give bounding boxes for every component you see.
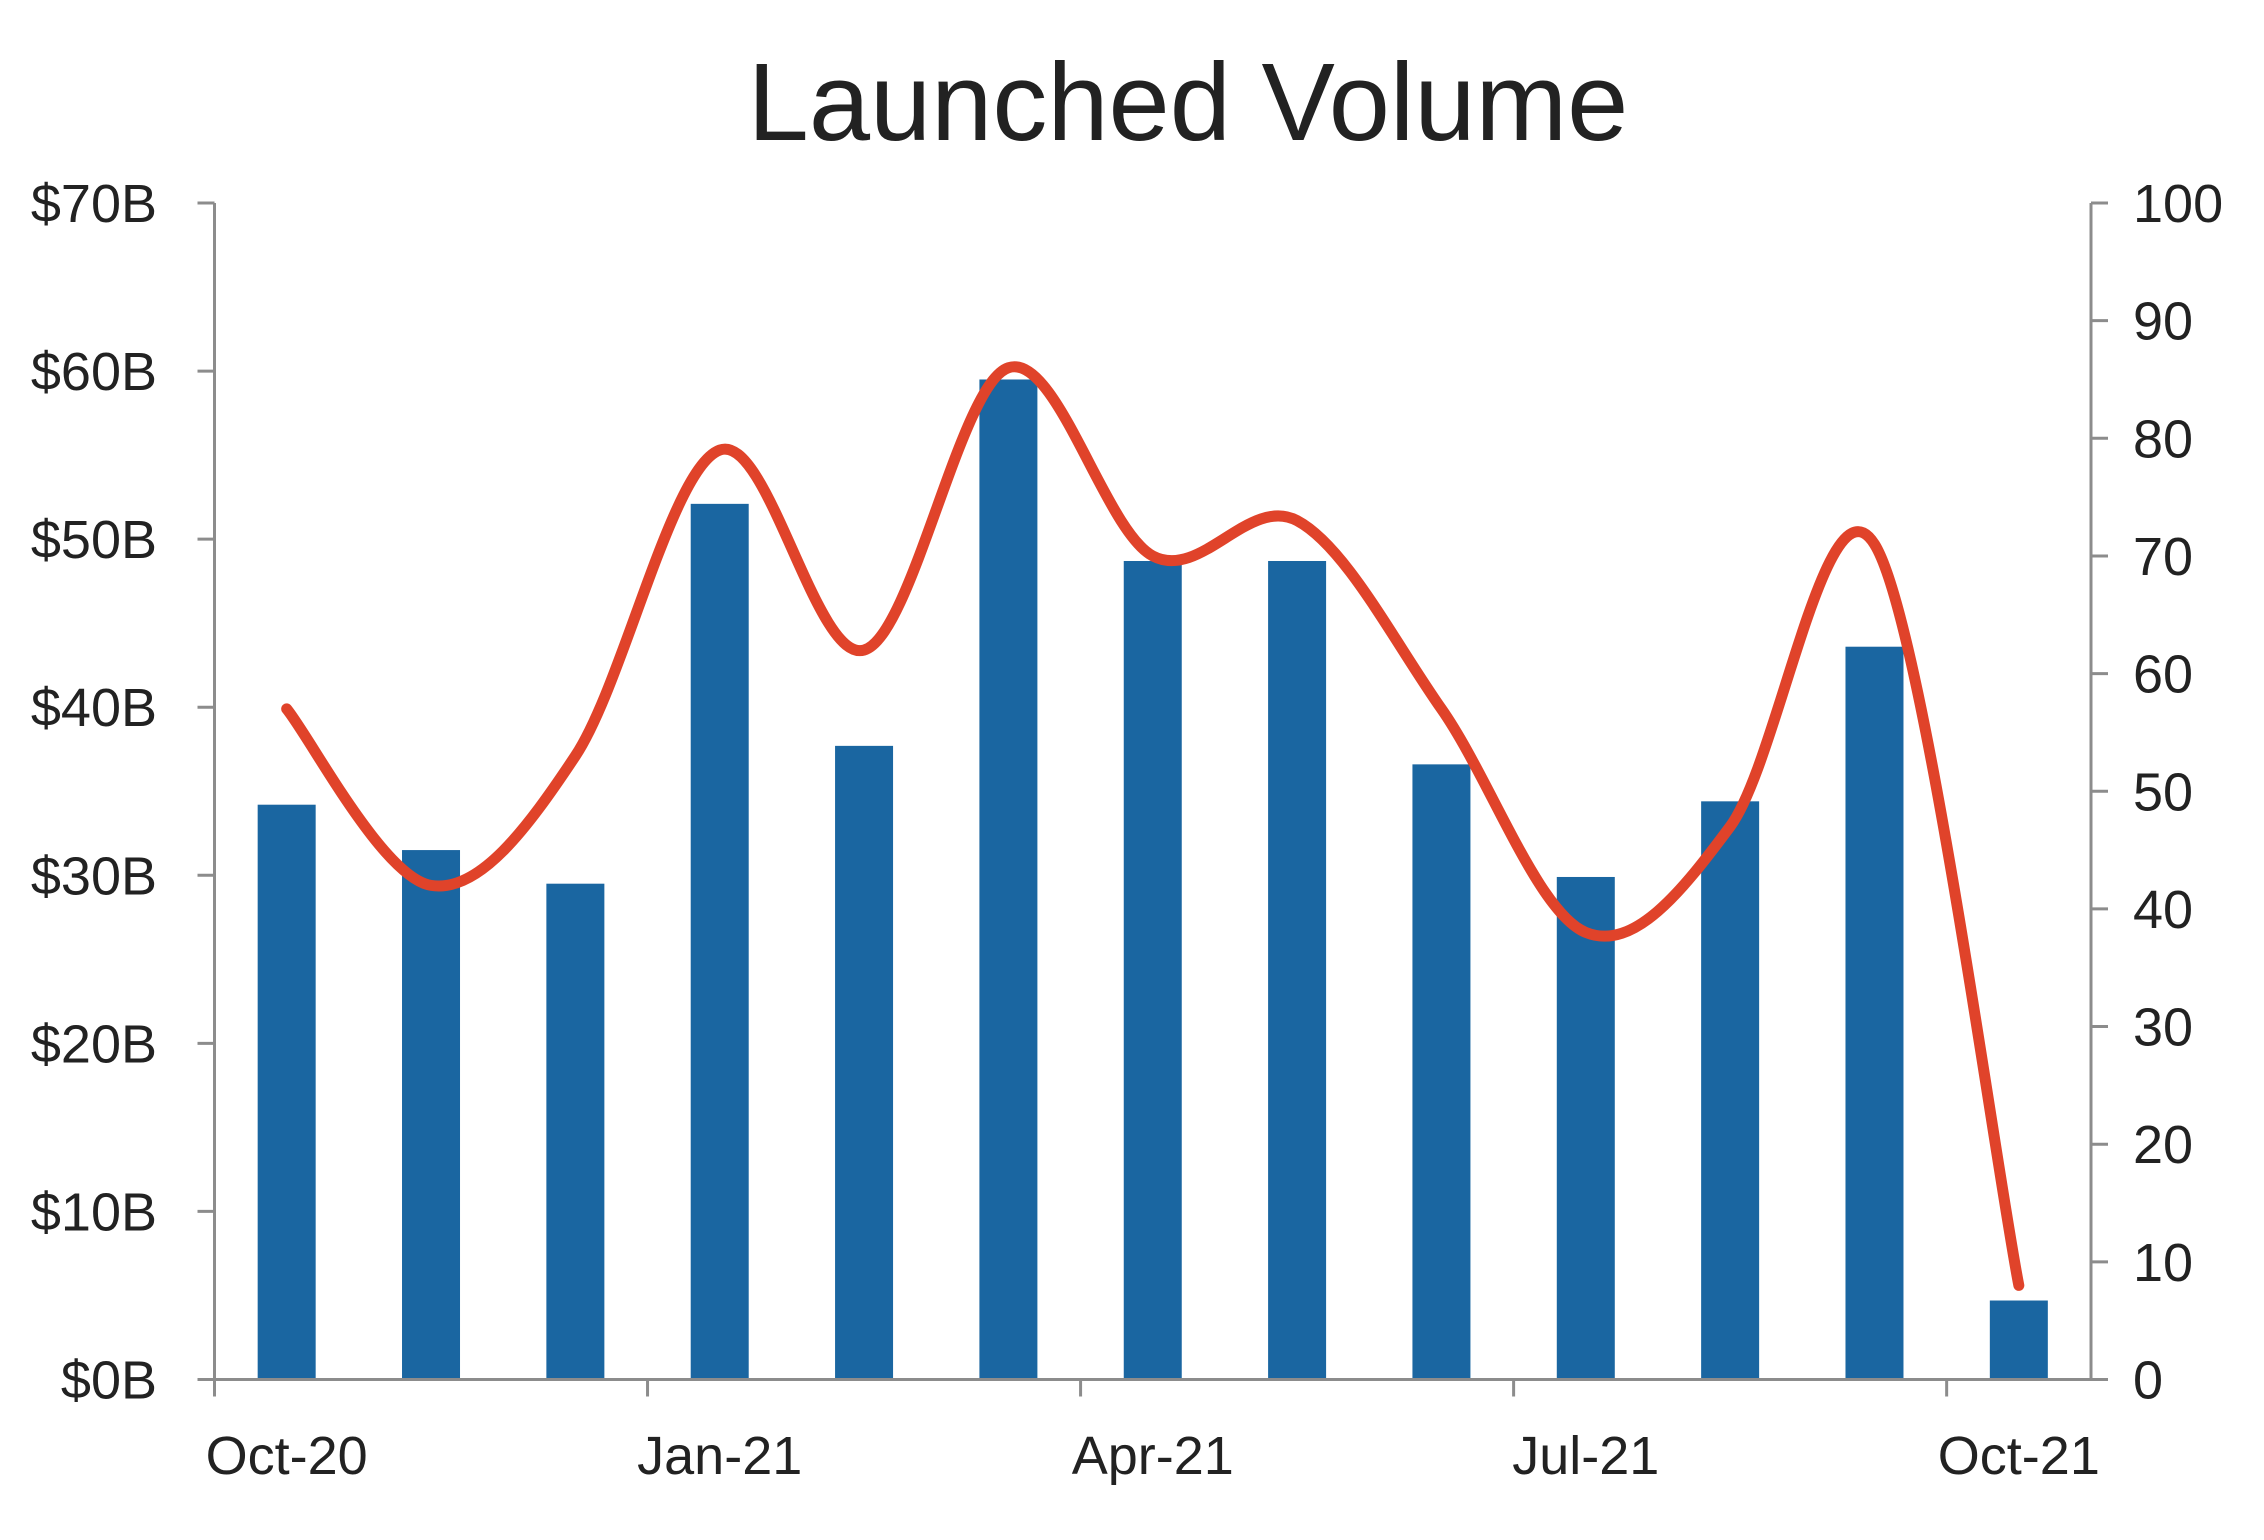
bar-feb-21 xyxy=(835,745,894,1380)
left-y-tick-label: $50B xyxy=(31,510,157,570)
chart-title: Launched Volume xyxy=(748,41,1629,164)
line-group xyxy=(281,361,2025,1291)
left-y-tick-label: $60B xyxy=(31,342,157,402)
bar-sep-21 xyxy=(1845,646,1904,1380)
bar-aug-21 xyxy=(1701,801,1760,1380)
bar-group xyxy=(257,379,2048,1380)
x-tick-label: Jul-21 xyxy=(1512,1426,1659,1486)
left-y-tick-label: $30B xyxy=(31,846,157,906)
right-y-tick-label: 90 xyxy=(2133,292,2193,352)
right-y-tick-label: 50 xyxy=(2133,762,2193,822)
bar-oct-21 xyxy=(1989,1300,2048,1380)
right-y-tick-label: 80 xyxy=(2133,409,2193,469)
left-y-tick-label: $70B xyxy=(31,174,157,234)
left-y-tick-label: $0B xyxy=(61,1351,157,1411)
right-y-tick-label: 20 xyxy=(2133,1115,2193,1175)
left-y-tick-label: $40B xyxy=(31,678,157,738)
x-tick-label: Oct-20 xyxy=(206,1426,368,1486)
bar-mar-21 xyxy=(979,379,1038,1380)
bar-oct-20 xyxy=(257,804,316,1380)
right-y-tick-label: 40 xyxy=(2133,880,2193,940)
x-tick-label: Oct-21 xyxy=(1938,1426,2100,1486)
bar-nov-20 xyxy=(402,850,461,1380)
x-tick-label: Jan-21 xyxy=(637,1426,802,1486)
bar-jun-21 xyxy=(1412,764,1471,1380)
right-y-tick-label: 30 xyxy=(2133,998,2193,1058)
bar-apr-21 xyxy=(1123,560,1182,1380)
right-y-tick-label: 100 xyxy=(2133,174,2223,234)
bar-may-21 xyxy=(1268,560,1327,1380)
bar-jul-21 xyxy=(1556,876,1615,1380)
right-y-tick-label: 0 xyxy=(2133,1351,2163,1411)
left-y-tick-label: $20B xyxy=(31,1014,157,1074)
axes-group: $0B $10B $20B $30B $40B $50B $60B $70B 0 10 20 30 40… xyxy=(31,174,2223,1486)
right-y-tick-label: 70 xyxy=(2133,527,2193,587)
line-series xyxy=(281,361,2025,1291)
left-y-tick-label: $10B xyxy=(31,1182,157,1242)
right-y-tick-label: 10 xyxy=(2133,1233,2193,1293)
right-y-tick-label: 60 xyxy=(2133,645,2193,705)
bar-dec-20 xyxy=(546,883,605,1380)
x-tick-label: Apr-21 xyxy=(1072,1426,1234,1486)
bar-jan-21 xyxy=(690,503,749,1380)
